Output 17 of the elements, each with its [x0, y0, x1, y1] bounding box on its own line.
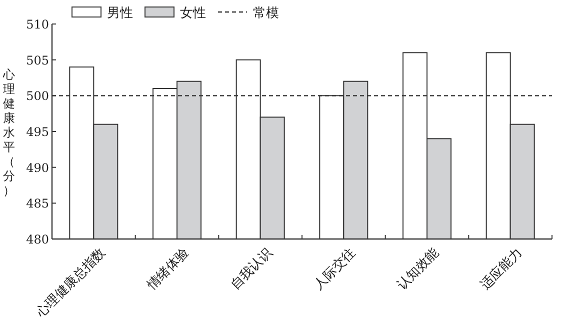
- text: 心理健康水平（分）: [3, 67, 15, 198]
- y-tick-label: 485: [26, 196, 49, 211]
- x-tick-label: 认知效能: [394, 245, 442, 293]
- x-tick-label: 适应能力: [477, 244, 526, 293]
- y-tick-label: 500: [26, 89, 49, 104]
- y-tick-label: 480: [26, 232, 49, 246]
- x-tick-label: 人际交往: [310, 244, 359, 293]
- y-tick-label: 490: [26, 160, 49, 175]
- y-tick-label: 495: [26, 125, 49, 139]
- y-tick-label: 510: [26, 18, 49, 32]
- x-tick-label: 情绪体验: [144, 245, 192, 294]
- legend-label: 男性: [107, 6, 133, 21]
- y-tick-label: 505: [26, 53, 49, 68]
- legend-label: 女性: [180, 6, 206, 21]
- x-tick-label: 心理健康总指数: [32, 244, 109, 318]
- x-tick-label: 自我认识: [228, 245, 276, 293]
- legend-label: 常模: [253, 6, 279, 21]
